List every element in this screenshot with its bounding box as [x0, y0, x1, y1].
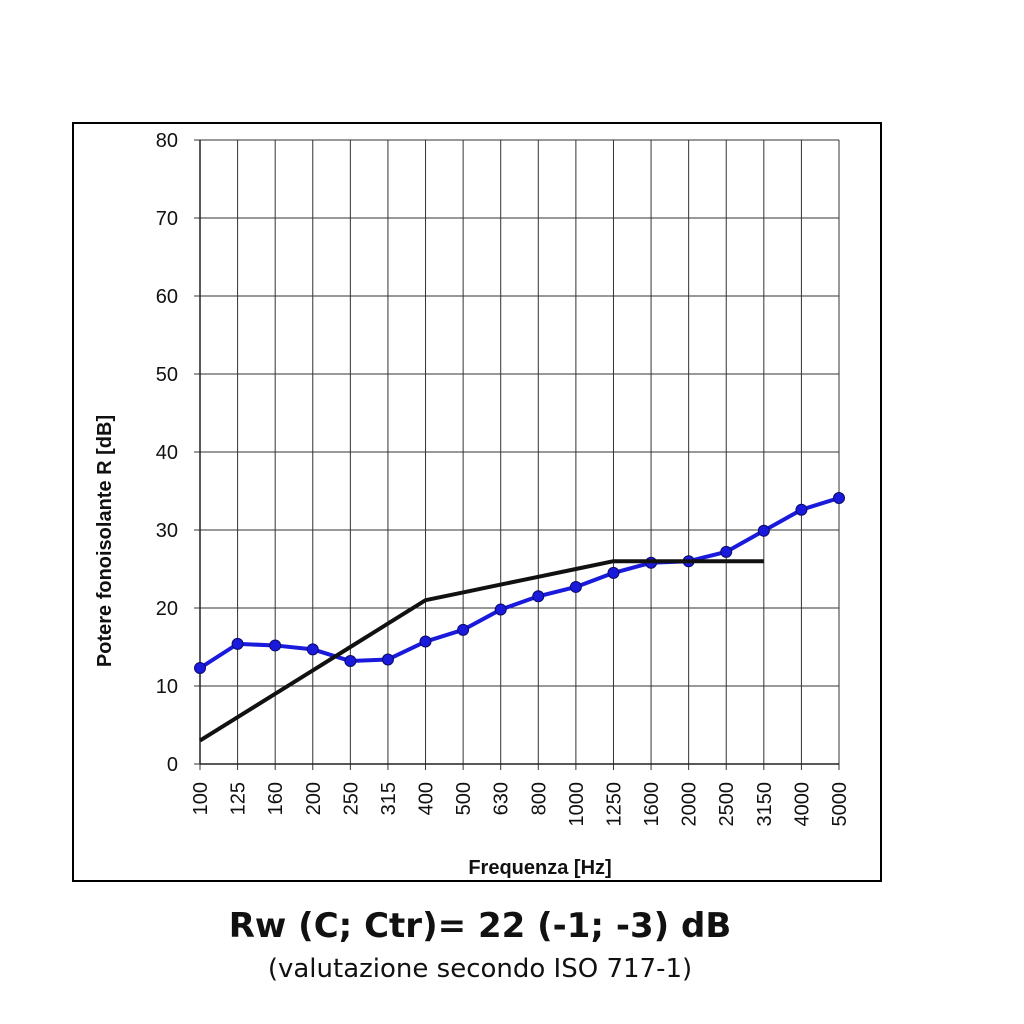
y-tick-label: 40: [156, 442, 178, 464]
data-point: [607, 566, 620, 579]
x-tick-label: 315: [378, 782, 400, 815]
x-tick-label: 200: [303, 782, 325, 815]
y-tick-label: 10: [156, 676, 178, 698]
tick-labels: 0 10 20 30 40 50 60 70 80 100 125 160 200 250 315 400 50…: [156, 130, 851, 827]
data-point: [381, 653, 394, 666]
data-point: [494, 603, 507, 616]
data-point: [231, 637, 244, 650]
chart-frame: [72, 122, 882, 882]
data-point: [757, 524, 770, 537]
series: [194, 492, 845, 743]
data-point: [419, 635, 432, 648]
data-point: [569, 580, 582, 593]
x-tick-label: 160: [265, 782, 287, 815]
x-tick-label: 1000: [566, 782, 588, 827]
x-tick-label: 800: [528, 782, 550, 815]
y-axis-label: Potere fonoisolante R [dB]: [94, 415, 116, 667]
data-point: [833, 492, 845, 505]
measured-curve-line: [198, 496, 840, 670]
y-tick-label: 60: [156, 286, 178, 308]
data-point: [720, 545, 733, 558]
x-tick-label: 400: [416, 782, 438, 815]
y-tick-label: 80: [156, 130, 178, 152]
data-point: [344, 655, 357, 668]
x-tick-label: 250: [340, 782, 362, 815]
rating-note: (valutazione secondo ISO 717-1): [267, 954, 693, 984]
x-tick-label: 1250: [603, 782, 625, 827]
grid: [194, 139, 840, 770]
x-tick-label: 100: [190, 782, 212, 815]
x-tick-label: 1600: [641, 782, 663, 827]
data-point: [194, 662, 206, 675]
rating-caption: Rw (C; Ctr)= 22 (-1; -3) dB: [228, 906, 732, 946]
y-tick-label: 70: [156, 208, 178, 230]
x-tick-label: 2500: [716, 782, 738, 827]
x-tick-label: 2000: [679, 782, 701, 827]
y-tick-label: 30: [156, 520, 178, 542]
data-point: [795, 503, 808, 516]
y-tick-label: 50: [156, 364, 178, 386]
x-tick-label: 5000: [829, 782, 851, 827]
x-tick-label: 500: [453, 782, 475, 815]
data-point: [457, 623, 470, 636]
x-tick-label: 630: [491, 782, 513, 815]
chart: 0 10 20 30 40 50 60 70 80 100 125 160 200 250 315 400 50…: [94, 130, 851, 879]
x-tick-label: 4000: [791, 782, 813, 827]
data-point: [532, 590, 545, 603]
y-tick-label: 0: [167, 754, 178, 776]
data-point: [306, 643, 319, 656]
x-tick-label: 125: [228, 782, 250, 815]
y-tick-label: 20: [156, 598, 178, 620]
reference-curve-line: [198, 559, 764, 743]
x-axis-label: Frequenza [Hz]: [468, 857, 611, 879]
x-tick-label: 3150: [754, 782, 776, 827]
data-point: [269, 639, 282, 652]
